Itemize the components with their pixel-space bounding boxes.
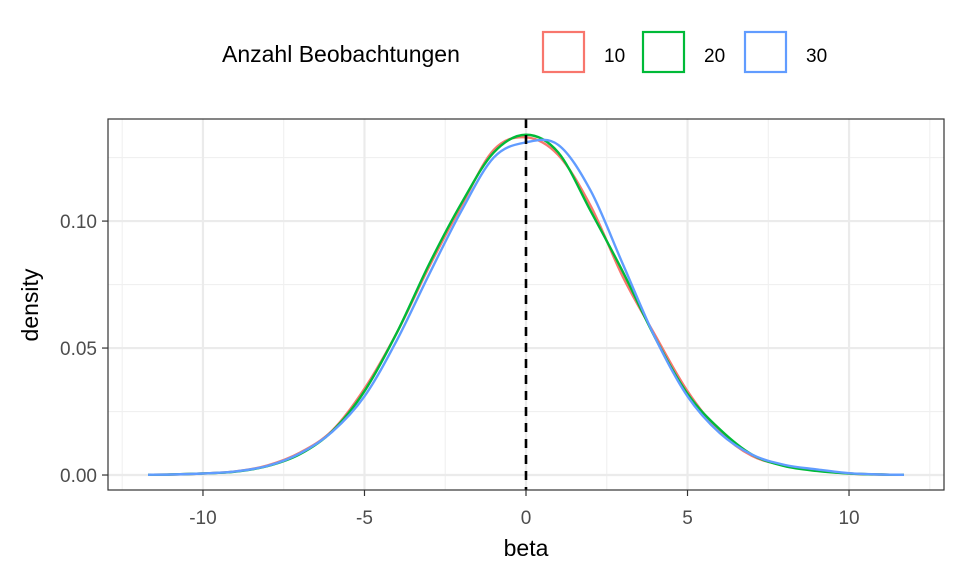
legend-label-20: 20 (704, 46, 725, 67)
x-tick-label: -10 (189, 508, 216, 529)
legend-key-20 (641, 30, 686, 74)
x-tick-label: 5 (682, 508, 693, 529)
legend-key-30 (743, 30, 788, 74)
y-axis-label: density (17, 268, 43, 341)
legend: Anzahl Beobachtungen 10 20 30 (222, 30, 827, 74)
legend-label-30: 30 (806, 46, 827, 67)
y-tick-label: 0.05 (60, 339, 97, 360)
plot-panel (107, 118, 945, 491)
x-axis-label: beta (504, 535, 549, 561)
legend-label-10: 10 (604, 46, 625, 67)
y-tick-label: 0.00 (60, 466, 97, 487)
y-tick-label: 0.10 (60, 212, 97, 233)
x-tick-label: 0 (521, 508, 532, 529)
x-tick-label: 10 (838, 508, 859, 529)
x-tick-label: -5 (356, 508, 373, 529)
legend-key-10 (541, 30, 586, 74)
legend-title: Anzahl Beobachtungen (222, 41, 460, 67)
